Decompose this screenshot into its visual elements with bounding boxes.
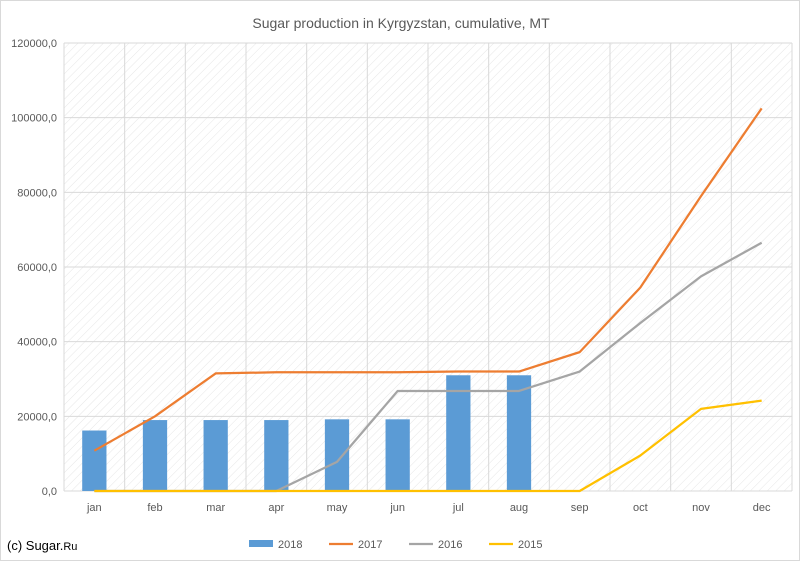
x-tick-label: jun [389,502,405,514]
y-tick-label: 60000,0 [17,262,57,274]
bar-2018-apr [264,420,289,491]
x-tick-label: feb [147,502,162,514]
bar-2018-jun [385,419,410,491]
axis-labels: 0,0 20000,0 40000,0 60000,0 80000,0 100000,0 1… [11,38,771,514]
x-tick-label: aug [510,502,528,514]
y-tick-label: 20000,0 [17,411,57,423]
x-tick-label: oct [633,502,648,514]
legend-label-2016: 2016 [438,539,462,551]
credit-suffix: Ru [63,541,78,553]
x-tick-label: sep [571,502,589,514]
chart-title: Sugar production in Kyrgyzstan, cumulati… [252,15,550,31]
copyright-credit: (c) Sugar.Ru [7,538,77,553]
x-tick-label: mar [206,502,225,514]
bar-2018-mar [203,420,228,491]
bar-2018-may [324,419,350,491]
y-tick-label: 120000,0 [11,38,57,50]
x-tick-label: jul [452,502,464,514]
legend-label-2018: 2018 [278,539,302,551]
y-tick-label: 80000,0 [17,187,57,199]
legend-swatch-2018 [249,540,273,547]
y-tick-label: 100000,0 [11,113,57,125]
bar-2018-aug [506,375,532,491]
y-tick-label: 40000,0 [17,337,57,349]
bar-2018-feb [142,420,168,491]
y-tick-label: 0,0 [42,486,57,498]
bar-2018-jan [82,430,107,491]
legend-label-2015: 2015 [518,539,542,551]
legend-label-2017: 2017 [358,539,382,551]
credit-prefix: (c) Sugar. [7,538,64,553]
x-tick-label: jan [86,502,102,514]
line-series-2017 [93,107,763,452]
bar-2018-jul [446,375,471,491]
grid-lines [63,42,793,492]
bar-series-layer [82,375,532,491]
line-series-layer [93,107,763,493]
x-tick-label: apr [268,502,284,514]
x-tick-label: may [327,502,348,514]
legend: 2018 2017 2016 2015 [249,539,542,551]
line-series-2015 [94,399,762,493]
x-tick-label: dec [753,502,771,514]
x-tick-label: nov [692,502,710,514]
